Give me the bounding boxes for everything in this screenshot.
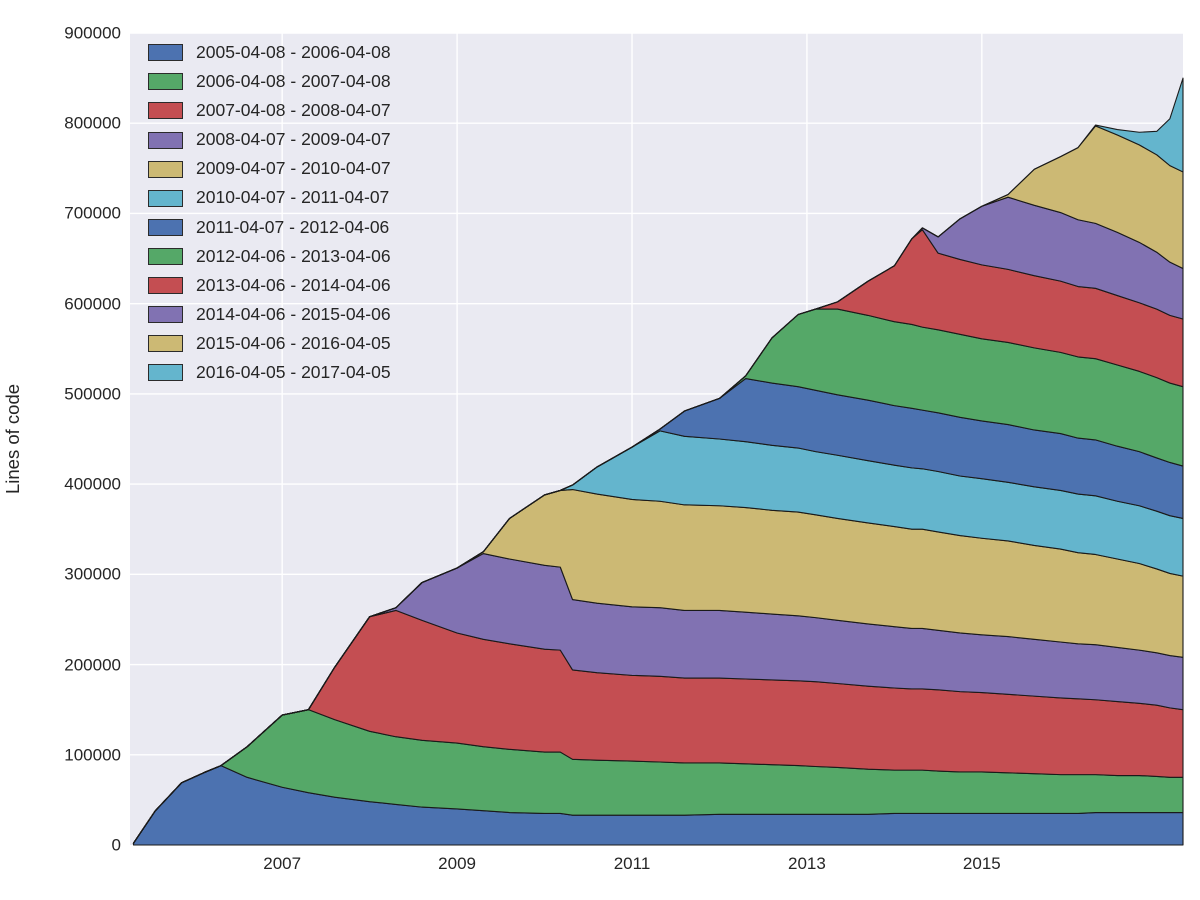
legend-row-11: 2016-04-05 - 2017-04-05	[148, 364, 391, 382]
legend-swatch-icon	[148, 247, 183, 265]
legend-label: 2015-04-06 - 2016-04-05	[196, 332, 391, 353]
y-tick-label: 200000	[64, 655, 121, 675]
y-tick-label: 900000	[64, 23, 121, 43]
legend-label: 2006-04-08 - 2007-04-08	[196, 71, 391, 92]
legend-row-1: 2006-04-08 - 2007-04-08	[148, 73, 391, 91]
legend-label: 2005-04-08 - 2006-04-08	[196, 42, 391, 62]
x-tick-label: 2013	[788, 854, 826, 873]
legend-row-8: 2013-04-06 - 2014-04-06	[148, 274, 391, 295]
legend-row-7: 2012-04-06 - 2013-04-06	[148, 245, 391, 266]
legend-label: 2012-04-06 - 2013-04-06	[196, 245, 391, 266]
legend-swatch-icon	[148, 131, 183, 149]
legend-swatch-icon	[148, 335, 183, 353]
y-tick-label: 500000	[64, 384, 121, 404]
legend-label: 2009-04-07 - 2010-04-07	[196, 158, 391, 179]
legend-row-4: 2009-04-07 - 2010-04-07	[148, 160, 391, 178]
y-axis-title: Lines of code	[2, 383, 23, 495]
legend-label: 2008-04-07 - 2009-04-07	[196, 129, 391, 150]
legend-swatch-icon	[148, 364, 183, 382]
legend-swatch-icon	[148, 306, 183, 324]
legend-label: 2013-04-06 - 2014-04-06	[196, 274, 391, 295]
legend-swatch-icon	[148, 44, 183, 62]
legend-swatch-icon	[148, 218, 183, 236]
legend-row-5: 2010-04-07 - 2011-04-07	[148, 189, 391, 207]
legend-swatch-icon	[148, 160, 183, 178]
x-tick-label: 2007	[263, 854, 302, 873]
legend-row-9: 2014-04-06 - 2015-04-06	[148, 303, 391, 324]
legend: 2005-04-08 - 2006-04-08 2006-04-08 - 2007…	[148, 42, 391, 382]
legend-row-10: 2015-04-06 - 2016-04-05	[148, 332, 391, 353]
legend-label: 2007-04-08 - 2008-04-07	[196, 100, 391, 121]
legend-row-0: 2005-04-08 - 2006-04-08	[148, 42, 391, 62]
legend-label: 2011-04-07 - 2012-04-06	[196, 216, 390, 237]
y-tick-label: 600000	[64, 294, 121, 314]
legend-row-6: 2011-04-07 - 2012-04-06	[148, 216, 391, 237]
x-tick-label: 2015	[962, 854, 1001, 873]
x-tick-label: 2011	[613, 854, 651, 873]
y-tick-label: 800000	[64, 113, 121, 133]
legend-swatch-icon	[148, 189, 183, 207]
legend-label: 2010-04-07 - 2011-04-07	[196, 187, 390, 208]
legend-row-2: 2007-04-08 - 2008-04-07	[148, 102, 391, 120]
legend-swatch-icon	[148, 102, 183, 120]
legend-row-3: 2008-04-07 - 2009-04-07	[148, 131, 391, 149]
legend-swatch-icon	[148, 73, 183, 91]
legend-swatch-icon	[148, 277, 183, 294]
legend-label: 2014-04-06 - 2015-04-06	[196, 303, 391, 324]
legend-label: 2016-04-05 - 2017-04-05	[196, 362, 391, 383]
area-band-11	[132, 77, 1184, 844]
y-tick-label: 700000	[64, 203, 121, 223]
y-tick-label: 400000	[64, 474, 121, 494]
x-tick-label: 2009	[438, 854, 477, 873]
y-tick-label: 300000	[64, 564, 121, 584]
y-tick-label: 100000	[64, 745, 121, 765]
y-tick-label: 0	[111, 835, 121, 855]
